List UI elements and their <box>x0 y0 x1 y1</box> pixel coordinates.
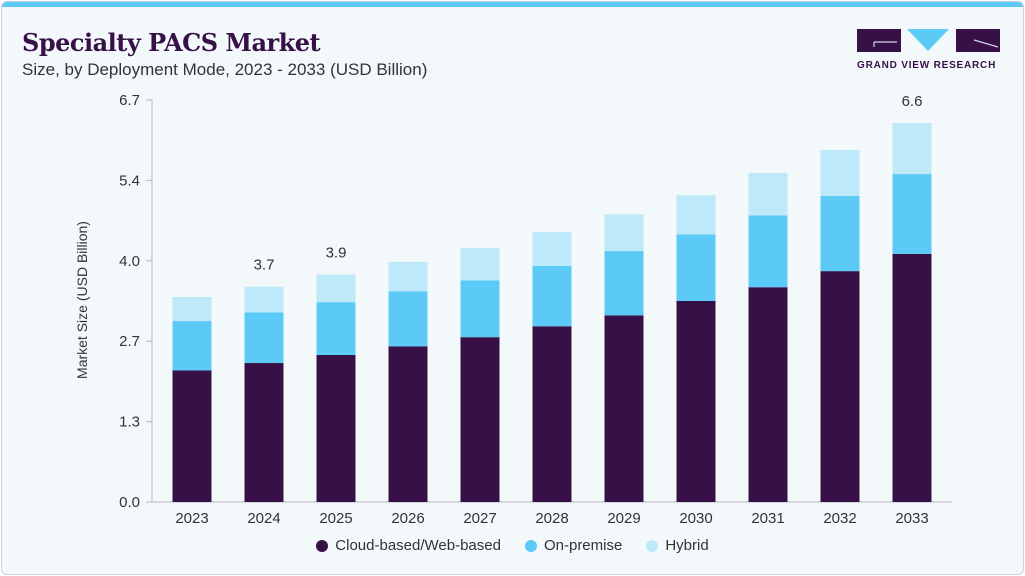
legend-dot-icon <box>316 539 329 552</box>
x-tick-label: 2025 <box>319 510 352 527</box>
x-tick-label: 2029 <box>607 510 640 527</box>
x-tick-label: 2033 <box>895 510 928 527</box>
bar-segment-hybrid-2027 <box>460 248 500 281</box>
chart-title: Specialty PACS Market <box>22 28 321 57</box>
y-tick-label: 2.7 <box>119 333 140 350</box>
bar-segment-on-premise-2032 <box>820 195 860 272</box>
y-tick-label: 5.4 <box>119 172 140 189</box>
bar-segment-on-premise-2025 <box>316 302 356 355</box>
bar-segment-hybrid-2023 <box>172 296 212 322</box>
bar-segment-hybrid-2030 <box>676 195 716 235</box>
bar-segment-hybrid-2026 <box>388 261 428 292</box>
legend-dot-icon <box>646 539 659 552</box>
x-tick-label: 2030 <box>679 510 712 527</box>
y-tick-label: 4.0 <box>119 253 140 270</box>
x-tick-label: 2024 <box>247 510 280 527</box>
bar-segment-on-premise-2023 <box>172 321 212 371</box>
bar-segment-on-premise-2024 <box>244 312 284 364</box>
bar-segment-cloud-based-web-based-2025 <box>316 354 356 502</box>
bar-segment-cloud-based-web-based-2033 <box>892 253 932 502</box>
grand-view-research-logo: GRAND VIEW RESEARCH <box>857 29 1002 74</box>
bar-segment-hybrid-2028 <box>532 232 572 266</box>
logo-text: GRAND VIEW RESEARCH <box>857 60 997 71</box>
legend: Cloud-based/Web-based On-premise Hybrid <box>0 537 1025 554</box>
bar-segment-hybrid-2033 <box>892 122 932 175</box>
legend-label: Hybrid <box>665 537 709 554</box>
legend-item: On-premise <box>524 537 623 554</box>
legend-dot-icon <box>524 539 537 552</box>
y-axis-label: Market Size (USD Billion) <box>74 221 90 379</box>
bar-segment-cloud-based-web-based-2028 <box>532 326 572 502</box>
data-label-2024: 3.7 <box>254 257 275 274</box>
legend-label: On-premise <box>543 537 623 554</box>
accent-bar <box>2 2 1023 7</box>
bar-segment-hybrid-2024 <box>244 286 284 313</box>
data-label-2025: 3.9 <box>326 245 347 262</box>
bar-segment-cloud-based-web-based-2031 <box>748 287 788 502</box>
chart-subtitle: Size, by Deployment Mode, 2023 - 2033 (U… <box>22 60 428 79</box>
bar-segment-cloud-based-web-based-2026 <box>388 346 428 502</box>
bar-segment-on-premise-2033 <box>892 174 932 254</box>
data-label-2033: 6.6 <box>902 93 923 110</box>
legend-label: Cloud-based/Web-based <box>335 537 501 554</box>
bar-segment-on-premise-2029 <box>604 251 644 316</box>
x-tick-label: 2027 <box>463 510 496 527</box>
legend-item: Hybrid <box>646 537 709 554</box>
bar-segment-cloud-based-web-based-2027 <box>460 337 500 502</box>
bar-segment-cloud-based-web-based-2029 <box>604 315 644 502</box>
bar-segment-cloud-based-web-based-2032 <box>820 271 860 502</box>
bar-segment-hybrid-2029 <box>604 214 644 252</box>
y-tick-label: 1.3 <box>119 414 140 431</box>
bar-segment-on-premise-2031 <box>748 215 788 288</box>
bar-segment-hybrid-2031 <box>748 172 788 216</box>
x-tick-label: 2032 <box>823 510 856 527</box>
x-tick-label: 2028 <box>535 510 568 527</box>
x-tick-label: 2026 <box>391 510 424 527</box>
legend-item: Cloud-based/Web-based <box>316 537 501 554</box>
x-tick-label: 2031 <box>751 510 784 527</box>
bar-segment-cloud-based-web-based-2023 <box>172 370 212 502</box>
bar-segment-on-premise-2030 <box>676 234 716 301</box>
bar-segment-cloud-based-web-based-2024 <box>244 363 284 502</box>
bar-segment-on-premise-2028 <box>532 265 572 327</box>
bar-segment-cloud-based-web-based-2030 <box>676 301 716 502</box>
bar-segment-hybrid-2032 <box>820 149 860 196</box>
bar-segment-hybrid-2025 <box>316 274 356 303</box>
bar-segment-on-premise-2027 <box>460 280 500 338</box>
y-tick-label: 0.0 <box>119 494 140 511</box>
bar-segment-on-premise-2026 <box>388 291 428 347</box>
y-tick-label: 6.7 <box>119 92 140 109</box>
x-tick-label: 2023 <box>175 510 208 527</box>
logo-mark-icon <box>857 29 1000 52</box>
